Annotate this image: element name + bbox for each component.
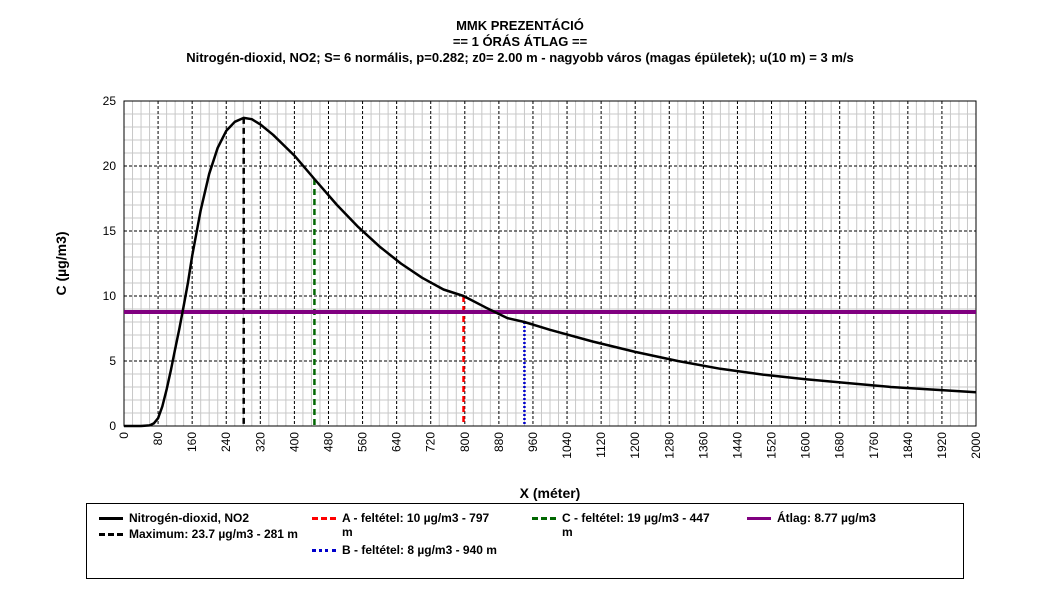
x-tick-label: 720 — [424, 432, 438, 452]
x-tick-label: 960 — [526, 432, 540, 452]
legend-swatch-a — [312, 517, 336, 520]
x-tick-label: 240 — [219, 432, 233, 452]
x-tick-label: 1600 — [799, 432, 813, 459]
reference-lines — [124, 117, 976, 426]
legend-swatch-series — [99, 517, 123, 520]
x-tick-label: 160 — [185, 432, 199, 452]
y-tick-label: 20 — [103, 159, 117, 173]
x-tick-label: 1520 — [765, 432, 779, 459]
chart-subtitle-params: Nitrogén-dioxid, NO2; S= 6 normális, p=0… — [186, 50, 854, 65]
legend-label-c: C - feltétel: 19 µg/m3 - 447 m — [562, 511, 710, 539]
legend-label-a: A - feltétel: 10 µg/m3 - 797 m — [342, 511, 490, 539]
x-tick-label: 1200 — [628, 432, 642, 459]
y-tick-label: 10 — [103, 289, 117, 303]
x-tick-labels: 0 80 160 240 320 400 480 560 640 720 800 880 960 1040… — [117, 432, 983, 459]
chart-title-block: MMK PREZENTÁCIÓ == 1 ÓRÁS ÁTLAG == Nitro… — [0, 18, 1040, 66]
minor-grid — [124, 101, 976, 426]
x-tick-label: 1680 — [833, 432, 847, 459]
x-tick-label: 560 — [356, 432, 370, 452]
x-tick-label: 1760 — [867, 432, 881, 459]
x-tick-label: 0 — [117, 432, 131, 439]
x-tick-label: 640 — [390, 432, 404, 452]
legend-swatch-average — [747, 517, 771, 520]
x-tick-label: 1120 — [594, 432, 608, 458]
x-tick-label: 1360 — [696, 432, 710, 459]
legend-swatch-c — [532, 517, 556, 520]
legend-label-series: Nitrogén-dioxid, NO2 — [129, 511, 249, 525]
x-tick-label: 880 — [492, 432, 506, 452]
x-tick-label: 320 — [253, 432, 267, 452]
legend-label-average: Átlag: 8.77 µg/m3 — [777, 511, 876, 525]
legend-label-b: B - feltétel: 8 µg/m3 - 940 m — [342, 543, 497, 557]
legend-swatch-maximum — [99, 533, 123, 536]
series-line-no2 — [124, 116, 977, 428]
x-tick-label: 1040 — [560, 432, 574, 459]
y-tick-label: 15 — [103, 224, 117, 238]
x-tick-label: 480 — [321, 432, 335, 452]
plot-area-frame — [123, 100, 977, 427]
x-tick-label: 1840 — [901, 432, 915, 459]
y-tick-label: 5 — [109, 354, 116, 368]
x-tick-label: 1280 — [662, 432, 676, 459]
x-tick-label: 400 — [287, 432, 301, 452]
y-axis-title: C (µg/m3) — [53, 231, 69, 295]
y-tick-label: 0 — [109, 419, 116, 433]
legend: Nitrogén-dioxid, NO2 Maximum: 23.7 µg/m3… — [86, 503, 964, 579]
x-tick-label: 80 — [151, 432, 165, 446]
y-tick-label: 25 — [103, 94, 117, 108]
x-tick-label: 2000 — [969, 432, 983, 459]
legend-swatch-b — [312, 549, 336, 552]
x-tick-label: 1440 — [730, 432, 744, 459]
legend-label-maximum: Maximum: 23.7 µg/m3 - 281 m — [129, 527, 298, 541]
x-tick-label: 800 — [458, 432, 472, 452]
x-axis-title: X (méter) — [520, 485, 581, 501]
series-layer — [124, 116, 977, 428]
x-tick-label: 1920 — [935, 432, 949, 459]
chart-title: MMK PREZENTÁCIÓ — [456, 18, 584, 33]
y-tick-labels: 0 5 10 15 20 25 — [103, 94, 117, 433]
chart-subtitle: == 1 ÓRÁS ÁTLAG == — [452, 34, 588, 49]
